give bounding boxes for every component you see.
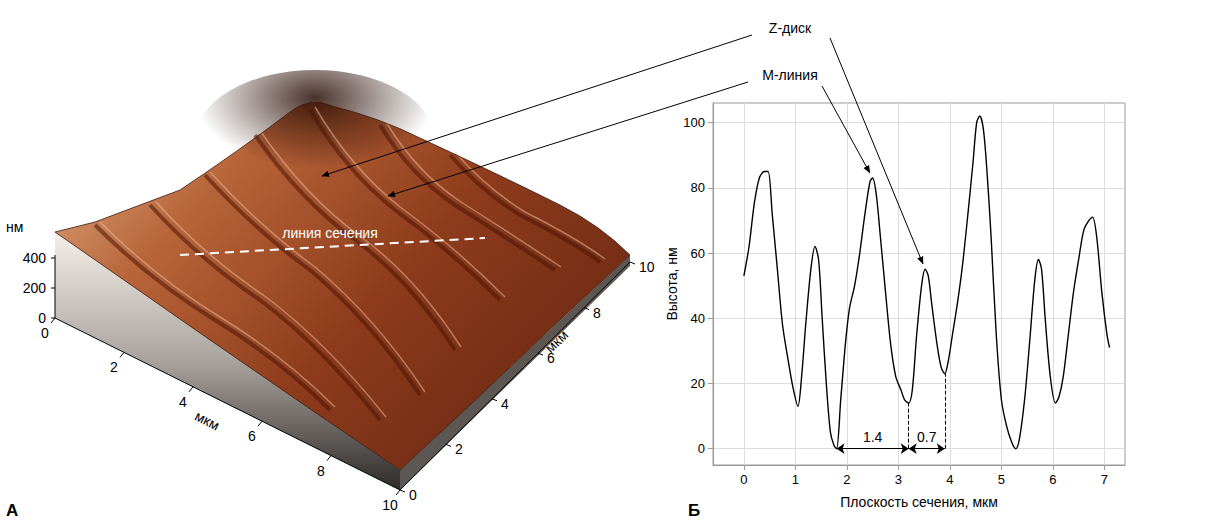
svg-text:1.4: 1.4 [863,429,883,445]
svg-text:А: А [6,501,18,520]
svg-text:1: 1 [792,472,799,487]
svg-text:2: 2 [455,441,463,457]
svg-text:100: 100 [683,115,705,130]
svg-text:0: 0 [698,441,705,456]
svg-text:мкм: мкм [192,408,222,434]
svg-text:4: 4 [946,472,953,487]
svg-text:0: 0 [740,472,747,487]
svg-text:400: 400 [23,250,47,266]
svg-text:10: 10 [382,497,398,513]
svg-text:80: 80 [691,180,705,195]
svg-text:8: 8 [593,305,601,321]
svg-text:200: 200 [23,280,47,296]
svg-text:4: 4 [501,396,509,412]
svg-text:8: 8 [317,463,325,479]
svg-text:0.7: 0.7 [917,429,937,445]
svg-text:Б: Б [688,501,700,520]
svg-text:5: 5 [998,472,1005,487]
svg-text:Z-диск: Z-диск [769,20,812,36]
svg-text:60: 60 [691,246,705,261]
svg-text:нм: нм [6,219,23,235]
svg-text:6: 6 [547,350,555,367]
svg-text:0: 0 [409,487,417,503]
svg-text:7: 7 [1101,472,1108,487]
svg-text:мкм: мкм [542,327,571,356]
svg-text:М-линия: М-линия [762,67,817,83]
svg-text:линия сечения: линия сечения [282,225,378,241]
svg-text:0: 0 [38,310,46,326]
svg-text:Плоскость сечения, мкм: Плоскость сечения, мкм [840,494,998,510]
svg-text:3: 3 [895,472,902,487]
svg-text:0: 0 [41,325,49,341]
svg-text:Высота, нм: Высота, нм [664,247,680,320]
svg-text:40: 40 [691,311,705,326]
svg-text:6: 6 [248,428,256,444]
svg-text:2: 2 [843,472,850,487]
svg-text:6: 6 [1049,472,1056,487]
svg-text:4: 4 [179,394,187,410]
svg-text:10: 10 [639,259,655,275]
svg-text:20: 20 [691,376,705,391]
svg-text:2: 2 [110,359,118,375]
